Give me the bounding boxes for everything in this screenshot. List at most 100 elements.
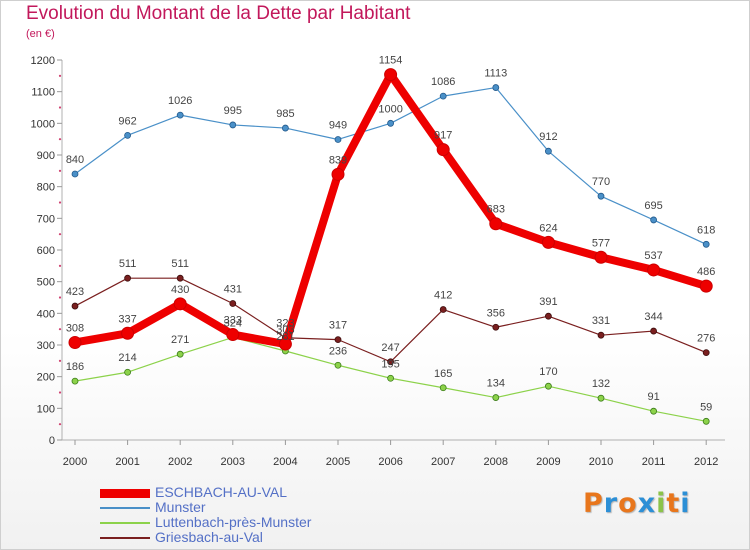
data-point bbox=[334, 136, 342, 143]
data-point bbox=[176, 350, 184, 358]
data-point bbox=[545, 382, 552, 390]
data-point bbox=[489, 217, 503, 231]
data-label: 618 bbox=[697, 224, 715, 236]
logo-letter: t bbox=[666, 488, 681, 519]
data-point bbox=[278, 337, 292, 351]
data-point bbox=[229, 121, 237, 129]
data-point bbox=[176, 274, 184, 282]
data-point bbox=[387, 119, 395, 127]
data-point bbox=[650, 216, 657, 224]
y-minor-tick bbox=[58, 423, 62, 426]
data-label: 917 bbox=[434, 130, 452, 142]
logo-letter: o bbox=[618, 488, 638, 519]
data-point bbox=[226, 328, 240, 342]
data-label: 431 bbox=[224, 284, 242, 296]
data-label: 186 bbox=[66, 361, 84, 373]
data-point bbox=[281, 124, 289, 132]
data-label: 247 bbox=[381, 342, 399, 354]
y-tick-label: 400 bbox=[37, 308, 55, 320]
data-point bbox=[124, 274, 131, 282]
data-point bbox=[545, 312, 552, 320]
data-label: 271 bbox=[171, 334, 189, 346]
y-minor-tick bbox=[58, 74, 62, 77]
y-tick-label: 100 bbox=[37, 403, 55, 415]
data-point bbox=[71, 302, 79, 310]
y-tick-label: 600 bbox=[37, 245, 55, 257]
legend-swatch bbox=[100, 537, 150, 539]
x-tick-label: 2010 bbox=[589, 456, 613, 468]
y-tick-label: 800 bbox=[37, 182, 55, 194]
data-label: 165 bbox=[434, 368, 452, 380]
logo-letter: i bbox=[656, 488, 667, 519]
y-tick-label: 1200 bbox=[31, 55, 55, 67]
x-tick-label: 2000 bbox=[63, 456, 87, 468]
data-label: 333 bbox=[224, 315, 242, 327]
data-labels-layer: 840 962 1026 995 985 949 1000 1086 1113 912 770 695… bbox=[66, 55, 716, 414]
y-tick-label: 700 bbox=[37, 213, 55, 225]
x-tick-label: 2006 bbox=[378, 456, 402, 468]
data-label: 344 bbox=[644, 311, 662, 323]
data-label: 303 bbox=[276, 324, 294, 336]
data-label: 214 bbox=[118, 352, 136, 364]
chart-subtitle: (en €) bbox=[26, 28, 55, 40]
y-minor-tick bbox=[58, 296, 62, 299]
chart-title: Evolution du Montant de la Dette par Hab… bbox=[26, 3, 411, 24]
y-minor-tick bbox=[58, 391, 62, 394]
data-point bbox=[650, 327, 657, 335]
data-label: 356 bbox=[487, 307, 505, 319]
data-label: 331 bbox=[592, 315, 610, 327]
data-label: 511 bbox=[119, 258, 137, 270]
y-minor-tick bbox=[58, 359, 62, 362]
data-label: 337 bbox=[118, 313, 136, 325]
data-label: 949 bbox=[329, 119, 347, 131]
legend-label: Munster bbox=[155, 499, 206, 515]
data-point bbox=[492, 323, 500, 331]
x-tick-label: 2004 bbox=[273, 456, 297, 468]
data-label: 412 bbox=[434, 290, 452, 302]
y-minor-tick bbox=[58, 169, 62, 172]
data-point bbox=[650, 407, 657, 415]
data-label: 308 bbox=[66, 322, 84, 334]
data-point bbox=[702, 349, 710, 357]
axes: 0 100 200 300 400 500 600 700 800 900 1000 1100 1200… bbox=[31, 55, 725, 468]
data-label: 486 bbox=[697, 266, 715, 278]
logo-letter: i bbox=[680, 488, 691, 519]
x-tick-label: 2008 bbox=[484, 456, 508, 468]
series-layer bbox=[68, 68, 713, 425]
data-label: 912 bbox=[539, 131, 557, 143]
data-point bbox=[545, 147, 552, 155]
logo-letter: P bbox=[583, 488, 604, 519]
data-point bbox=[387, 374, 395, 382]
data-point bbox=[173, 297, 187, 311]
legend-swatch bbox=[100, 507, 150, 509]
data-point bbox=[384, 68, 398, 82]
data-point bbox=[71, 170, 79, 178]
data-label: 317 bbox=[329, 320, 347, 332]
data-label: 236 bbox=[329, 345, 347, 357]
x-tick-label: 2003 bbox=[221, 456, 245, 468]
data-point bbox=[387, 358, 395, 366]
data-label: 577 bbox=[592, 237, 610, 249]
x-tick-label: 2005 bbox=[326, 456, 350, 468]
legend-label: ESCHBACH-AU-VAL bbox=[155, 484, 287, 500]
data-point bbox=[331, 167, 345, 181]
data-label: 430 bbox=[171, 284, 189, 296]
data-point bbox=[439, 306, 447, 313]
data-point bbox=[176, 111, 184, 119]
data-point bbox=[597, 192, 605, 200]
data-label: 391 bbox=[539, 296, 557, 308]
x-tick-label: 2002 bbox=[168, 456, 192, 468]
data-point bbox=[334, 361, 342, 369]
y-tick-label: 300 bbox=[37, 340, 55, 352]
data-point bbox=[124, 368, 131, 376]
y-minor-tick bbox=[58, 106, 62, 109]
data-label: 1154 bbox=[379, 55, 403, 67]
data-label: 537 bbox=[644, 250, 662, 262]
data-point bbox=[492, 84, 500, 91]
data-label: 683 bbox=[487, 204, 505, 216]
data-point bbox=[492, 394, 500, 401]
legend-label: Griesbach-au-Val bbox=[155, 529, 263, 545]
y-tick-label: 900 bbox=[37, 150, 55, 162]
data-point bbox=[229, 300, 237, 307]
